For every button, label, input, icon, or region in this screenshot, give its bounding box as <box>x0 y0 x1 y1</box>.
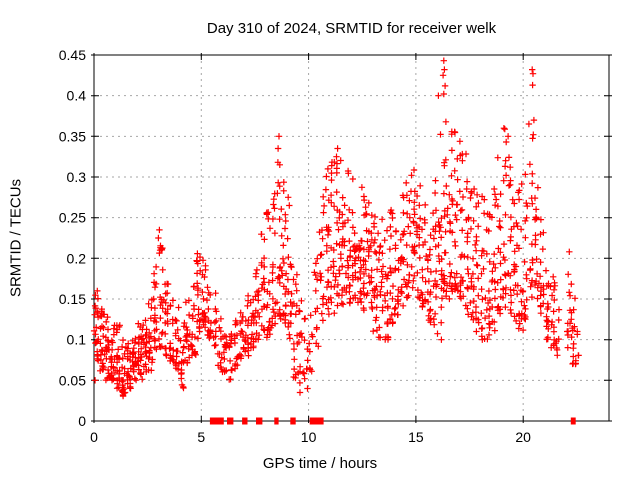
x-tick-label: 10 <box>301 429 317 445</box>
data-gap-marker <box>209 417 224 425</box>
y-tick-label: 0.15 <box>59 291 86 307</box>
grid-lines <box>94 55 609 421</box>
data-points <box>90 57 582 400</box>
y-tick-label: 0.25 <box>59 210 86 226</box>
data-gap-markers <box>209 417 576 425</box>
x-tick-label: 5 <box>197 429 205 445</box>
data-gap-marker <box>274 417 279 425</box>
plot-border <box>93 54 610 422</box>
x-tick-label: 15 <box>408 429 424 445</box>
data-gap-marker <box>256 417 263 425</box>
y-tick-label: 0.1 <box>67 332 87 348</box>
x-axis-label: GPS time / hours <box>262 455 378 472</box>
data-gap-marker <box>242 417 248 425</box>
x-tick-label: 20 <box>515 429 531 445</box>
y-tick-label: 0.35 <box>59 128 86 144</box>
data-gap-marker <box>290 417 296 425</box>
y-tick-label: 0.45 <box>59 47 86 63</box>
data-gap-marker <box>309 417 324 425</box>
data-gap-marker <box>227 417 234 425</box>
y-tick-label: 0.3 <box>67 169 87 185</box>
x-tick-label: 0 <box>90 429 98 445</box>
data-gap-marker <box>570 417 576 425</box>
y-tick-label: 0.05 <box>59 372 86 388</box>
y-tick-label: 0.2 <box>67 250 87 266</box>
axis-ticks <box>91 53 612 423</box>
y-tick-label: 0.4 <box>67 88 87 104</box>
chart-title: Day 310 of 2024, SRMTID for receiver wel… <box>206 20 497 37</box>
tick-labels: 0 5 10 15 20 0 0.05 0.1 0.15 0.2 0.25 0.3 0.35 0.4 0.4… <box>59 47 531 445</box>
y-tick-label: 0 <box>78 413 86 429</box>
